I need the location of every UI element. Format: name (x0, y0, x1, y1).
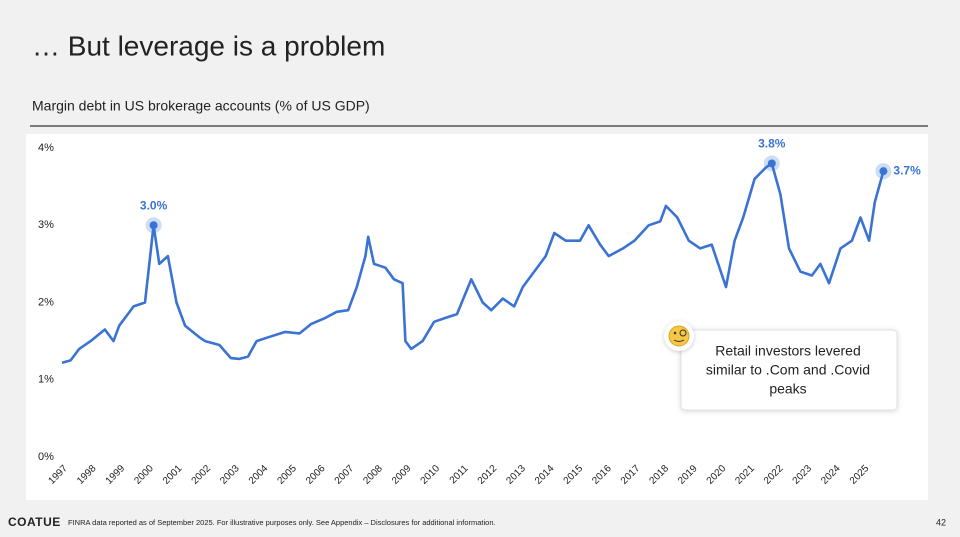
chart-area (26, 134, 928, 500)
footnote: FINRA data reported as of September 2025… (68, 518, 496, 527)
page-number: 42 (936, 517, 946, 527)
brand: COATUE (8, 515, 61, 529)
y-tick-label: 4% (38, 142, 54, 154)
callout-icon-eye (673, 331, 677, 335)
highlight-point (879, 167, 888, 176)
callout-text: Retail investors levered (715, 343, 861, 359)
data-line (61, 162, 885, 365)
highlight-point (767, 159, 776, 168)
chart-subtitle: Margin debt in US brokerage accounts (% … (32, 98, 370, 114)
callout-icon-mouth (673, 339, 685, 342)
callout-text: peaks (769, 381, 806, 397)
y-tick-label: 1% (38, 374, 54, 386)
data-label: 3.8% (758, 137, 786, 151)
data-label: 3.7% (893, 163, 921, 177)
callout-text: similar to .Com and .Covid (706, 362, 870, 378)
callout-box (680, 329, 898, 411)
data-label: 3.0% (140, 198, 168, 212)
y-tick-label: 3% (38, 219, 54, 231)
callout-icon (668, 325, 690, 347)
y-tick-label: 2% (38, 296, 54, 308)
callout-icon-eye (679, 329, 687, 337)
y-tick-label: 0% (38, 451, 54, 463)
highlight-point (149, 221, 158, 230)
slide-title: … But leverage is a problem (32, 30, 385, 61)
